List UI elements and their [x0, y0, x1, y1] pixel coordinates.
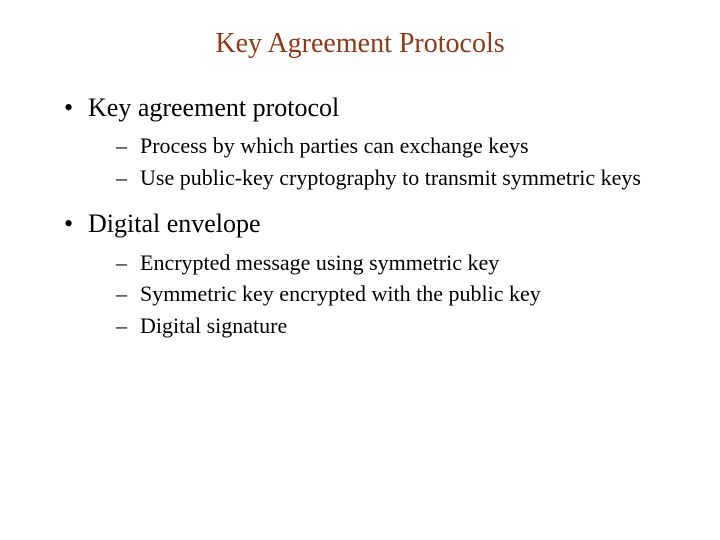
- slide-body: Key agreement protocol Process by which …: [0, 90, 720, 341]
- sub-bullet-list: Process by which parties can exchange ke…: [88, 131, 670, 192]
- slide-title: Key Agreement Protocols: [0, 0, 720, 90]
- bullet-text: Digital envelope: [88, 209, 261, 238]
- sub-bullet-item: Encrypted message using symmetric key: [116, 248, 670, 278]
- bullet-item: Digital envelope Encrypted message using…: [60, 206, 670, 340]
- bullet-list: Key agreement protocol Process by which …: [60, 90, 670, 341]
- sub-bullet-item: Process by which parties can exchange ke…: [116, 131, 670, 161]
- slide: Key Agreement Protocols Key agreement pr…: [0, 0, 720, 540]
- sub-bullet-list: Encrypted message using symmetric key Sy…: [88, 248, 670, 341]
- sub-bullet-item: Symmetric key encrypted with the public …: [116, 279, 670, 309]
- sub-bullet-item: Digital signature: [116, 311, 670, 341]
- bullet-item: Key agreement protocol Process by which …: [60, 90, 670, 192]
- bullet-text: Key agreement protocol: [88, 93, 339, 122]
- sub-bullet-item: Use public-key cryptography to transmit …: [116, 163, 670, 193]
